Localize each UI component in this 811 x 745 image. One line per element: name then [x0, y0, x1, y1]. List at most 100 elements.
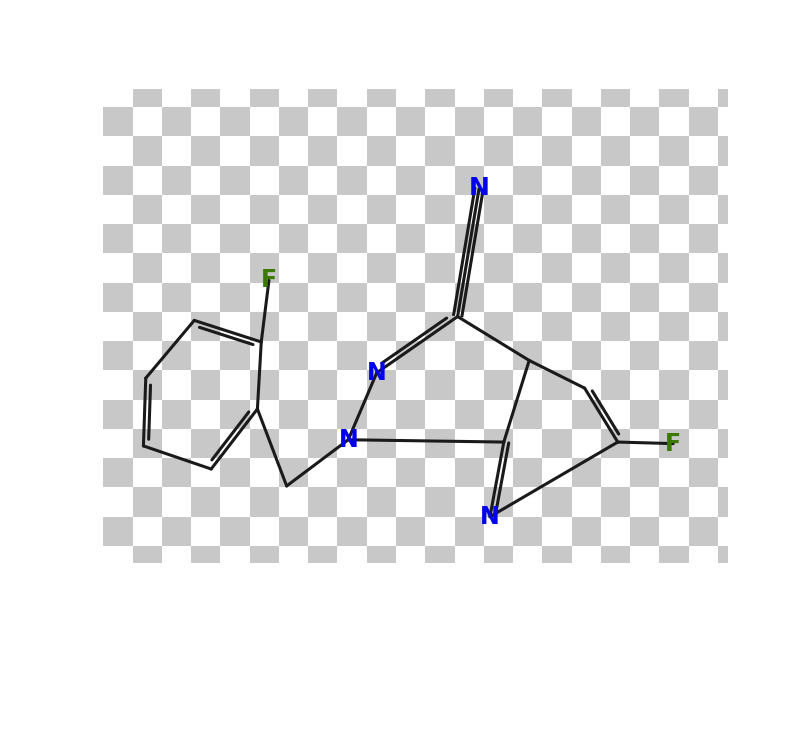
Bar	[162, 195, 191, 224]
Bar	[45, 253, 74, 282]
Bar	[805, 400, 811, 429]
Bar	[543, 77, 572, 107]
Bar	[308, 400, 337, 429]
Bar	[484, 487, 513, 517]
Bar	[133, 429, 162, 458]
Bar	[396, 487, 425, 517]
Bar	[133, 224, 162, 253]
Bar	[805, 634, 811, 663]
Bar	[659, 692, 689, 722]
Bar	[601, 19, 630, 48]
Bar	[221, 19, 250, 48]
Bar	[279, 253, 308, 282]
Bar	[630, 195, 659, 224]
Bar	[659, 400, 689, 429]
Bar	[337, 517, 367, 546]
Text: N: N	[338, 428, 358, 451]
Bar	[425, 429, 454, 458]
Bar	[689, 282, 718, 312]
Bar	[718, 77, 747, 107]
Bar	[221, 458, 250, 487]
Bar	[337, 312, 367, 341]
Bar	[221, 224, 250, 253]
Bar	[45, 341, 74, 370]
Bar	[133, 517, 162, 546]
Bar	[543, 458, 572, 487]
Bar	[484, 546, 513, 575]
Bar	[74, 224, 103, 253]
Bar	[425, 282, 454, 312]
Bar	[103, 195, 133, 224]
Bar	[425, 107, 454, 136]
Bar	[250, 546, 279, 575]
Bar	[601, 400, 630, 429]
Bar	[718, 0, 747, 19]
Bar	[805, 692, 811, 722]
Bar	[425, 195, 454, 224]
Bar	[601, 575, 630, 604]
Bar	[337, 282, 367, 312]
Bar	[162, 458, 191, 487]
Bar	[484, 517, 513, 546]
Bar	[689, 370, 718, 400]
Bar	[74, 546, 103, 575]
Bar	[74, 107, 103, 136]
Bar	[776, 400, 805, 429]
Bar	[74, 341, 103, 370]
Bar	[133, 165, 162, 195]
Bar	[279, 107, 308, 136]
Bar	[133, 546, 162, 575]
Bar	[425, 604, 454, 634]
Bar	[279, 165, 308, 195]
Bar	[279, 282, 308, 312]
Bar	[133, 400, 162, 429]
Bar	[103, 19, 133, 48]
Bar	[133, 77, 162, 107]
Bar	[601, 0, 630, 19]
Bar	[308, 663, 337, 692]
Bar	[513, 517, 543, 546]
Bar	[747, 487, 776, 517]
Bar	[191, 370, 221, 400]
Bar	[776, 165, 805, 195]
Bar	[630, 604, 659, 634]
Bar	[279, 312, 308, 341]
Bar	[572, 400, 601, 429]
Bar	[308, 165, 337, 195]
Bar	[425, 19, 454, 48]
Bar	[572, 575, 601, 604]
Bar	[659, 487, 689, 517]
Bar	[747, 136, 776, 165]
Bar	[484, 195, 513, 224]
Bar	[659, 429, 689, 458]
Bar	[337, 663, 367, 692]
Bar	[572, 429, 601, 458]
Bar	[513, 19, 543, 48]
Bar	[659, 634, 689, 663]
Bar	[601, 312, 630, 341]
Bar	[543, 517, 572, 546]
Bar	[308, 487, 337, 517]
Bar	[45, 575, 74, 604]
Bar	[543, 165, 572, 195]
Bar	[601, 458, 630, 487]
Bar	[776, 107, 805, 136]
Bar	[396, 253, 425, 282]
Bar	[221, 107, 250, 136]
Bar	[396, 634, 425, 663]
Bar	[396, 48, 425, 77]
Bar	[425, 575, 454, 604]
Text: F: F	[261, 268, 277, 292]
Bar	[747, 604, 776, 634]
Bar	[45, 517, 74, 546]
Bar	[250, 195, 279, 224]
Bar	[805, 195, 811, 224]
Bar	[543, 370, 572, 400]
Bar	[396, 429, 425, 458]
Bar	[74, 663, 103, 692]
Bar	[747, 107, 776, 136]
Bar	[630, 136, 659, 165]
Bar	[191, 282, 221, 312]
Bar	[191, 165, 221, 195]
Bar	[396, 77, 425, 107]
